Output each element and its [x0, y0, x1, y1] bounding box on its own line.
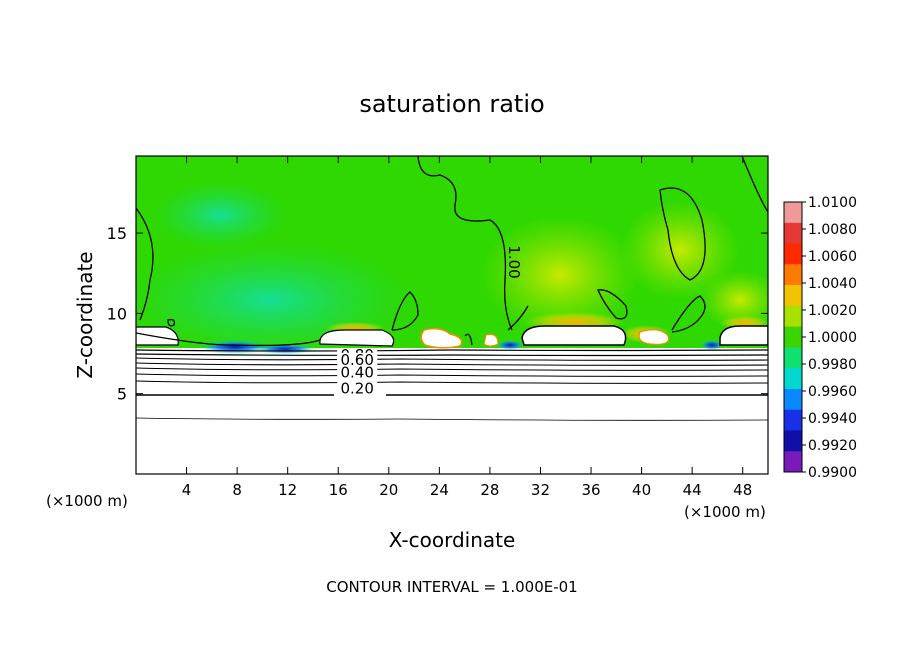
cloud-blob [483, 333, 499, 347]
saturation-field [136, 156, 768, 474]
yellow-patch [620, 200, 740, 300]
x-tick-label: 24 [430, 481, 449, 499]
contour-line [136, 207, 154, 321]
contour-label: 0.20 [340, 380, 373, 398]
y-axis: 5 10 15 [107, 224, 768, 404]
x-tick-label: 28 [480, 481, 499, 499]
contour-line [136, 417, 768, 421]
contour-line [136, 380, 768, 384]
contour-line [464, 333, 473, 346]
x-axis: 4 8 12 16 20 24 28 32 36 40 44 48 [182, 156, 752, 499]
colorbar-segment [784, 222, 802, 245]
y-tick-label: 5 [117, 385, 127, 404]
cloud-blob [638, 329, 670, 345]
contour-lines-lower [136, 349, 768, 421]
colorbar-segment [784, 264, 802, 286]
contour-interval-note: CONTOUR INTERVAL = 1.000E-01 [326, 578, 577, 596]
contour-line [136, 373, 768, 377]
contour-line [741, 156, 768, 213]
colorbar-label: 0.9920 [808, 438, 857, 454]
colorbar-labels: 1.0100 1.0080 1.0060 1.0040 1.0020 1.0000 0.99… [802, 195, 857, 481]
contour-line [597, 289, 628, 320]
colorbar-label: 1.0080 [808, 222, 857, 238]
contour-label: 1.00 [505, 245, 523, 278]
colorbar-segment [784, 430, 802, 452]
colorbar-segment [784, 305, 802, 328]
contour-label: 0.40 [340, 364, 373, 382]
colorbar-label: 1.0020 [808, 303, 857, 319]
colorbar-segment [784, 451, 802, 473]
contour-line [136, 332, 321, 347]
contour-line [391, 291, 419, 331]
y-axis-label: Z-coordinate [73, 251, 97, 378]
colorbar-segment [784, 409, 802, 431]
x-tick-label: 40 [632, 481, 651, 499]
x-unit-label: (×1000 m) [684, 503, 766, 521]
contour-label-bg [337, 352, 378, 367]
yellow-patch [700, 270, 768, 330]
colorbar-segment [784, 202, 802, 224]
x-tick-label: 12 [278, 481, 297, 499]
contour-line [507, 305, 529, 331]
colorbar-segment [784, 243, 802, 265]
contour-label: 0.60 [340, 351, 373, 369]
colorbar-label: 1.0100 [808, 195, 857, 211]
x-tick-label: 36 [581, 481, 600, 499]
cloud-blob [136, 326, 179, 346]
colorbar-label: 1.0060 [808, 249, 857, 265]
contour-line [659, 187, 706, 281]
colorbar [783, 201, 803, 473]
x-axis-label: X-coordinate [389, 528, 516, 552]
contour-lines-upper [136, 156, 768, 347]
contour-line [136, 362, 768, 366]
cloud-blob [521, 325, 627, 346]
x-tick-label: 44 [683, 481, 702, 499]
chart-title: saturation ratio [359, 90, 544, 118]
contour-line [417, 156, 513, 331]
x-tick-label: 20 [379, 481, 398, 499]
y-tick-label: 15 [107, 224, 127, 243]
colorbar-label: 0.9900 [808, 465, 857, 481]
contour-line [167, 318, 176, 327]
colorbar-segment [784, 285, 802, 307]
x-tick-label: 4 [182, 481, 192, 499]
y-tick-label: 10 [107, 304, 127, 323]
contour-line [136, 367, 768, 371]
colorbar-label: 1.0000 [808, 330, 857, 346]
plot-frame [135, 155, 769, 475]
cloud-blob [719, 325, 768, 346]
contour-labels: 1.000.800.600.400.20 [337, 245, 523, 398]
x-tick-label: 48 [733, 481, 752, 499]
contour-line [136, 353, 768, 357]
colorbar-label: 0.9960 [808, 384, 857, 400]
colorbar-segment [784, 326, 802, 348]
cyan-patch [150, 180, 290, 250]
cloud-blob [420, 327, 463, 349]
blue-band [700, 340, 724, 350]
colorbar-segment [784, 388, 802, 411]
blue-band [496, 340, 524, 350]
contour-label-bg [337, 365, 378, 380]
contour-line [671, 295, 706, 333]
cloud-blob [319, 329, 395, 347]
colorbar-label: 0.9980 [808, 357, 857, 373]
contour-line [136, 357, 768, 361]
contour-line [136, 349, 768, 352]
x-tick-label: 32 [531, 481, 550, 499]
colorbar-label: 1.0040 [808, 276, 857, 292]
colorbar-segment [784, 347, 802, 369]
x-tick-label: 16 [329, 481, 348, 499]
subsaturated-region [136, 348, 768, 474]
contour-label-bg [337, 381, 378, 396]
x-tick-label: 8 [232, 481, 242, 499]
colorbar-segment [784, 368, 802, 390]
y-unit-label: (×1000 m) [46, 492, 128, 510]
colorbar-label: 0.9940 [808, 411, 857, 427]
yellow-patch [480, 215, 640, 335]
